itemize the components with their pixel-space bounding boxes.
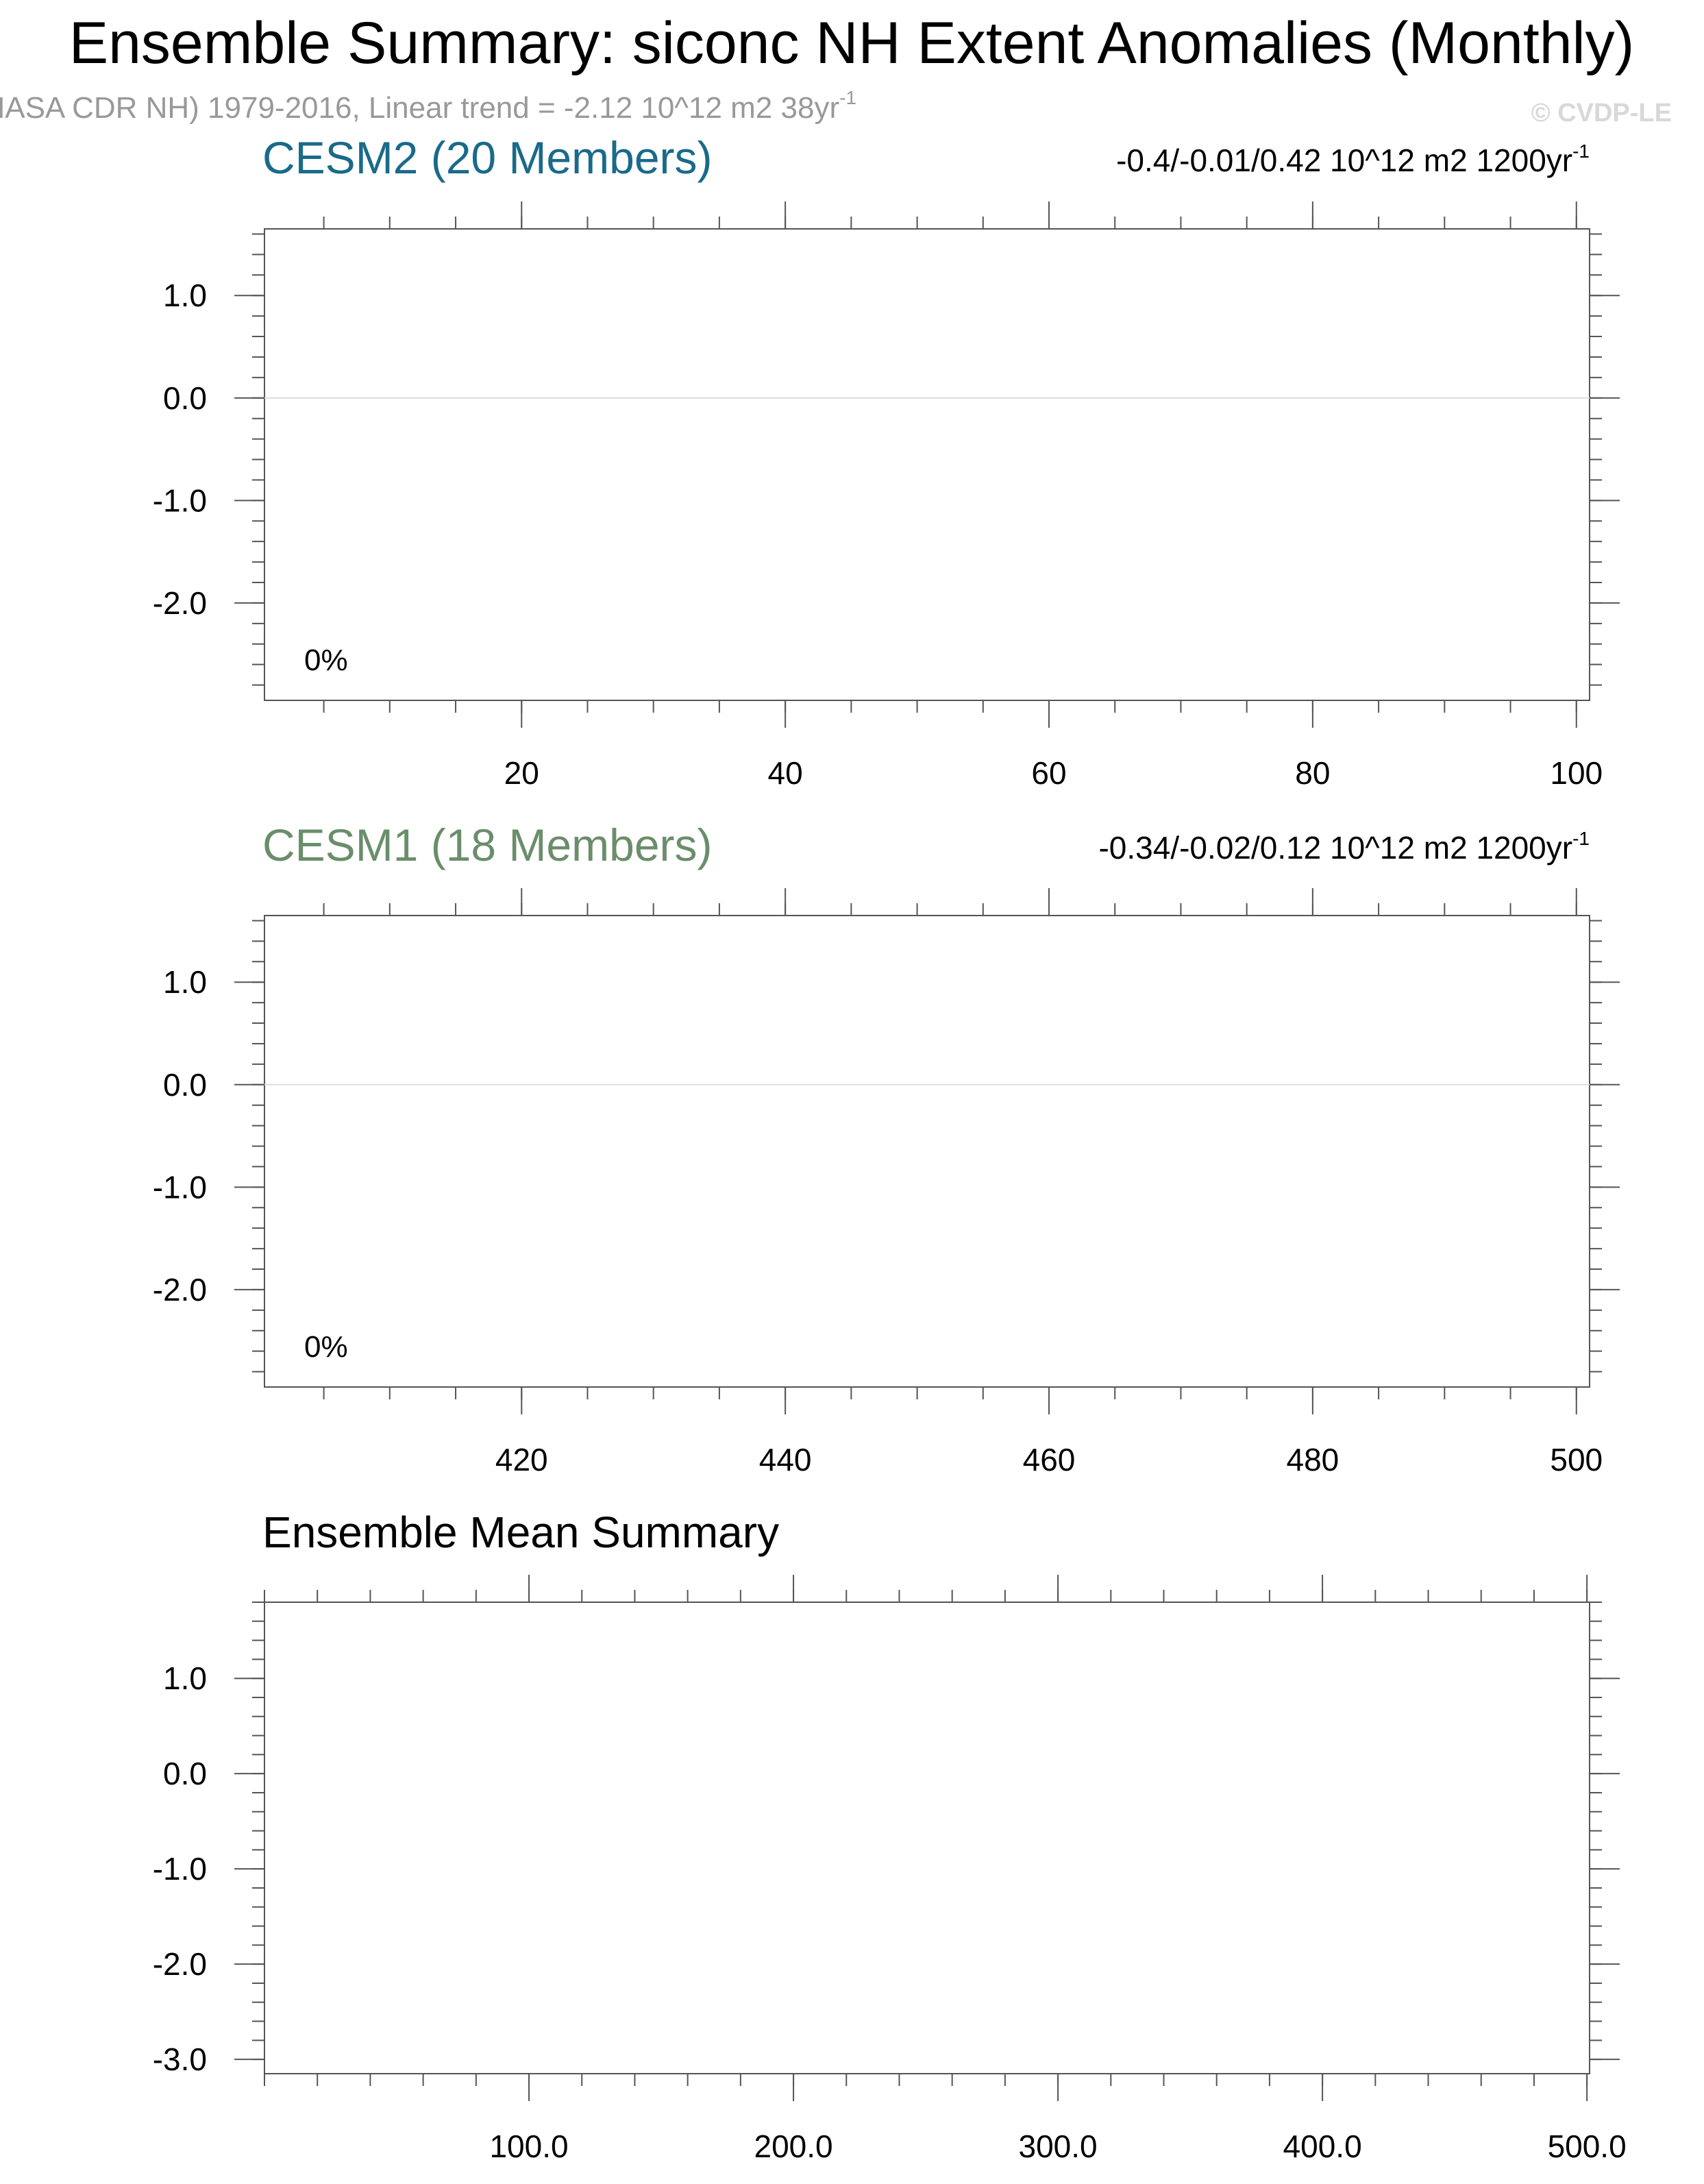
plot-frame bbox=[264, 915, 1590, 1388]
trend-text: -0.4/-0.01/0.42 10^12 m2 1200yr-1 bbox=[1116, 140, 1590, 178]
x-tick-label: 60 bbox=[1031, 755, 1066, 791]
y-tick-label: -2.0 bbox=[153, 1946, 207, 1982]
x-tick-label: 300.0 bbox=[1019, 2128, 1098, 2164]
x-tick-label: 20 bbox=[504, 755, 539, 791]
x-tick-label: 420 bbox=[495, 1442, 548, 1477]
y-tick-label: -2.0 bbox=[153, 585, 207, 621]
trend-text: -0.34/-0.02/0.12 10^12 m2 1200yr-1 bbox=[1098, 828, 1590, 866]
axes-ticks: 420 440 460 480 500 1.0 0.0 -1.0 -2.0 bbox=[153, 888, 1620, 1477]
y-tick-label: 0.0 bbox=[163, 1756, 207, 1791]
x-tick-label: 80 bbox=[1295, 755, 1330, 791]
y-tick-label: -2.0 bbox=[153, 1272, 207, 1308]
y-tick-label: -1.0 bbox=[153, 1851, 207, 1887]
x-tick-label: 100.0 bbox=[489, 2128, 568, 2164]
observations-sup: -1 bbox=[839, 87, 856, 108]
observations-main: Observations (NASA CDR NH) 1979-2016, Li… bbox=[0, 91, 839, 125]
percent-annotation: 0% bbox=[304, 643, 348, 677]
x-tick-label: 500 bbox=[1550, 1442, 1603, 1477]
panel-title: CESM1 (18 Members) bbox=[262, 820, 713, 870]
trend-sup: -1 bbox=[1572, 140, 1590, 162]
x-tick-label: 100 bbox=[1550, 755, 1603, 791]
axes-ticks: 100.0 200.0 300.0 400.0 500.0 1.0 0.0 -1.0 -2.0 -… bbox=[153, 1575, 1627, 2164]
figure-title: Ensemble Summary: siconc NH Extent Anoma… bbox=[69, 10, 1635, 76]
y-tick-label: 1.0 bbox=[163, 278, 207, 313]
plot-frame bbox=[264, 228, 1590, 701]
panel-cesm1: CESM1 (18 Members) -0.34/-0.02/0.12 10^1… bbox=[153, 820, 1620, 1477]
percent-annotation: 0% bbox=[304, 1330, 348, 1364]
x-tick-label: 480 bbox=[1287, 1442, 1339, 1477]
x-tick-label: 200.0 bbox=[754, 2128, 832, 2164]
panel-title: Ensemble Mean Summary bbox=[262, 1508, 779, 1557]
panel-ensemble-mean: Ensemble Mean Summary 100.0 200.0 300.0 400… bbox=[153, 1508, 1627, 2164]
axes-ticks: 20 40 60 80 100 1.0 0.0 -1.0 -2.0 bbox=[153, 201, 1620, 791]
trend-sup: -1 bbox=[1572, 828, 1590, 849]
trend-main: -0.34/-0.02/0.12 10^12 m2 1200yr bbox=[1098, 830, 1572, 866]
y-tick-label: -1.0 bbox=[153, 1169, 207, 1205]
panel-title: CESM2 (20 Members) bbox=[262, 132, 713, 183]
plot-frame bbox=[264, 1602, 1590, 2074]
x-tick-label: 40 bbox=[768, 755, 803, 791]
y-tick-label: 0.0 bbox=[163, 380, 207, 416]
y-tick-label: -1.0 bbox=[153, 482, 207, 518]
trend-main: -0.4/-0.01/0.42 10^12 m2 1200yr bbox=[1116, 143, 1572, 178]
y-tick-label: 1.0 bbox=[163, 964, 207, 1000]
y-tick-label: 0.0 bbox=[163, 1067, 207, 1103]
y-tick-label: 1.0 bbox=[163, 1660, 207, 1696]
x-tick-label: 440 bbox=[759, 1442, 812, 1477]
panel-cesm2: CESM2 (20 Members) -0.4/-0.01/0.42 10^12… bbox=[153, 132, 1620, 791]
y-tick-label: -3.0 bbox=[153, 2041, 207, 2077]
observations-text: Observations (NASA CDR NH) 1979-2016, Li… bbox=[0, 87, 856, 125]
watermark: © CVDP-LE bbox=[1531, 99, 1672, 127]
x-tick-label: 400.0 bbox=[1283, 2128, 1362, 2164]
x-tick-label: 460 bbox=[1023, 1442, 1076, 1477]
x-tick-label: 500.0 bbox=[1548, 2128, 1627, 2164]
